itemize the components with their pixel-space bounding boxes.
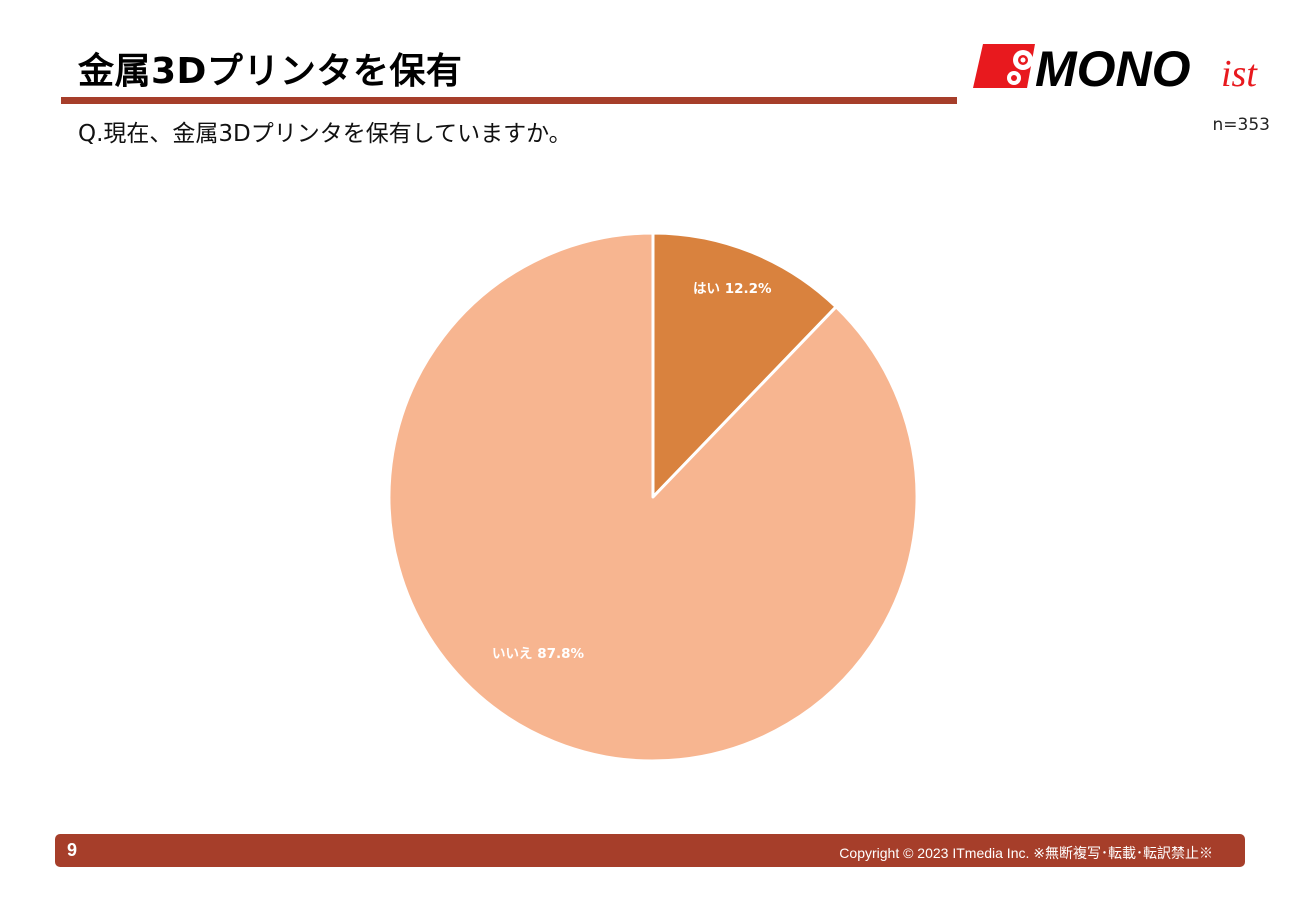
slice-label-yes: はい 12.2% bbox=[693, 281, 772, 297]
copyright-notice: Copyright © 2023 ITmedia Inc. ※無断複写･転載･転… bbox=[839, 845, 1213, 861]
logo-graphic: MONO ist bbox=[973, 41, 1258, 97]
page-number: 9 bbox=[67, 840, 78, 860]
footer-bar: 9 Copyright © 2023 ITmedia Inc. ※無断複写･転載… bbox=[55, 834, 1245, 867]
pie-chart: はい 12.2% いいえ 87.8% bbox=[380, 222, 928, 772]
title-underline bbox=[61, 97, 957, 104]
survey-question: Q.現在、金属3Dプリンタを保有していますか。 bbox=[78, 121, 572, 147]
pie-slice-no bbox=[387, 231, 919, 763]
sample-size: n=353 bbox=[1212, 115, 1270, 135]
logo-mono-text: MONO bbox=[1035, 42, 1191, 90]
gear-icon bbox=[1007, 50, 1033, 85]
slice-label-no: いいえ 87.8% bbox=[492, 646, 585, 662]
mono-ist-logo: MONO ist bbox=[973, 41, 1283, 97]
page-title: 金属3Dプリンタを保有 bbox=[78, 51, 463, 92]
pie-chart-svg: はい 12.2% いいえ 87.8% bbox=[387, 231, 919, 763]
pie-slice-yes bbox=[651, 231, 838, 499]
logo-ist-text: ist bbox=[1221, 53, 1258, 90]
